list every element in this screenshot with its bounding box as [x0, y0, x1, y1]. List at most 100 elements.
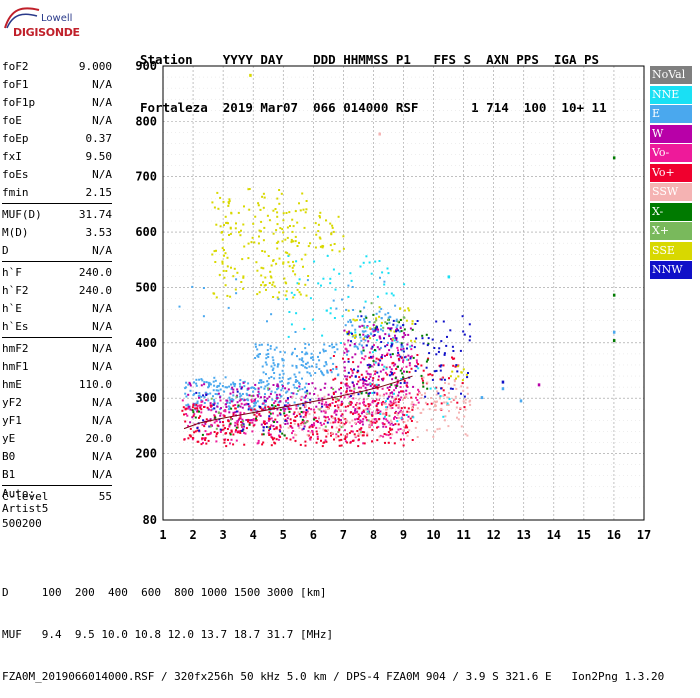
- data-point: [400, 409, 403, 412]
- data-point: [358, 402, 361, 405]
- data-point: [337, 215, 340, 218]
- data-point: [368, 321, 371, 323]
- data-point: [455, 387, 458, 390]
- data-point: [371, 428, 374, 431]
- data-point: [435, 393, 438, 396]
- data-point: [385, 433, 388, 436]
- data-point: [389, 427, 391, 430]
- data-point: [349, 403, 352, 406]
- data-point: [297, 389, 300, 392]
- data-point: [234, 424, 237, 427]
- data-point: [188, 407, 191, 410]
- data-point: [412, 403, 415, 406]
- data-point: [272, 412, 274, 415]
- data-point: [260, 379, 263, 382]
- data-point: [236, 422, 239, 425]
- data-point: [259, 414, 262, 417]
- data-point: [403, 332, 406, 335]
- data-point: [247, 403, 250, 406]
- data-point: [351, 381, 354, 384]
- data-point: [366, 334, 369, 336]
- data-point: [239, 413, 242, 416]
- data-point: [372, 377, 375, 380]
- data-point: [329, 312, 332, 315]
- data-point: [212, 389, 215, 392]
- data-point: [207, 408, 210, 411]
- data-point: [407, 354, 410, 357]
- data-point: [466, 434, 469, 437]
- data-point: [260, 423, 263, 426]
- data-point: [196, 427, 199, 429]
- data-point: [315, 426, 318, 429]
- data-point: [396, 320, 399, 323]
- data-point: [234, 288, 237, 291]
- data-point: [386, 408, 389, 411]
- data-point: [296, 282, 299, 285]
- data-point: [304, 396, 307, 399]
- data-point: [313, 422, 315, 425]
- data-point: [455, 364, 458, 367]
- data-point: [193, 392, 196, 395]
- data-point: [444, 382, 446, 384]
- data-point: [282, 262, 285, 265]
- data-point: [397, 401, 400, 403]
- y-tick-label: 300: [135, 391, 157, 405]
- data-point: [371, 440, 374, 443]
- data-point: [287, 402, 290, 404]
- data-point: [398, 330, 401, 333]
- parameter-panel: foF2 9.000 foF1 N/A foF1p N/A foE N/A foEp 0.37 fx…: [2, 58, 112, 506]
- data-point: [268, 411, 271, 414]
- param-value: N/A: [92, 320, 112, 333]
- data-point: [237, 420, 239, 423]
- data-point: [269, 426, 272, 428]
- data-point: [358, 407, 361, 410]
- data-point: [378, 260, 381, 262]
- data-point: [279, 424, 282, 427]
- data-point: [278, 434, 281, 437]
- data-point: [353, 345, 356, 348]
- data-point: [371, 328, 374, 331]
- data-point: [381, 329, 384, 332]
- data-point: [351, 430, 354, 433]
- x-tick-label: 5: [280, 528, 287, 542]
- data-point: [215, 420, 218, 423]
- data-point: [354, 408, 357, 411]
- data-point: [384, 371, 387, 374]
- data-point: [205, 394, 208, 396]
- data-point: [281, 380, 283, 383]
- data-point: [309, 297, 312, 300]
- data-point: [420, 394, 423, 396]
- data-point: [337, 431, 340, 433]
- data-point: [341, 315, 344, 318]
- data-point: [400, 390, 402, 393]
- data-point: [270, 417, 273, 420]
- data-point: [448, 410, 450, 413]
- data-point: [306, 279, 309, 282]
- data-point: [396, 381, 399, 384]
- data-point: [340, 433, 343, 436]
- data-point: [330, 386, 333, 389]
- data-point: [298, 278, 301, 281]
- data-point: [289, 418, 292, 421]
- data-point: [329, 404, 332, 407]
- data-point: [198, 416, 200, 419]
- data-point: [374, 412, 377, 415]
- data-point: [387, 431, 390, 434]
- data-point: [426, 358, 429, 361]
- data-point: [321, 246, 324, 249]
- param-value: N/A: [92, 168, 112, 181]
- data-point: [363, 326, 366, 329]
- x-tick-label: 16: [607, 528, 621, 542]
- data-point: [374, 421, 377, 424]
- data-point: [275, 346, 278, 349]
- data-point: [337, 399, 340, 402]
- data-point: [294, 419, 297, 422]
- data-point: [422, 369, 425, 372]
- data-point: [342, 247, 345, 250]
- data-point: [373, 344, 375, 347]
- data-point: [253, 399, 256, 402]
- data-point: [367, 366, 370, 369]
- data-point: [354, 331, 357, 334]
- data-point: [282, 231, 285, 234]
- data-point: [434, 405, 436, 408]
